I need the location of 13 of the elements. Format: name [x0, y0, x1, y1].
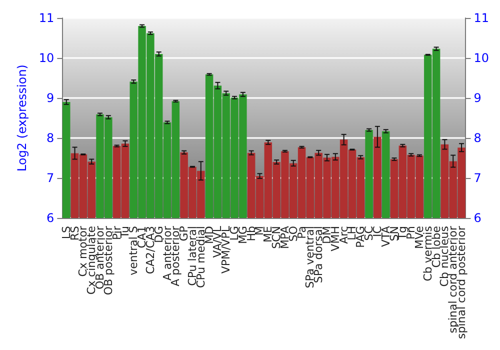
y-tick-label: 9: [46, 91, 54, 106]
y2-tick-label: 11: [474, 11, 490, 25]
y-tick-label: 11: [38, 11, 54, 25]
y-tick-label: 10: [38, 51, 54, 66]
y-tick-label: 6: [46, 211, 54, 226]
y2-tick-label: 9: [474, 91, 482, 106]
y2-tick-label: 10: [474, 51, 490, 66]
y2-tick-label: 6: [474, 211, 482, 226]
y2-tick-label: 7: [474, 171, 482, 186]
y-tick-label: 8: [46, 131, 54, 146]
y-tick-label: 7: [46, 171, 54, 186]
y2-tick-label: 8: [474, 131, 482, 146]
y-axis-title: Log2 (expression): [15, 64, 29, 172]
